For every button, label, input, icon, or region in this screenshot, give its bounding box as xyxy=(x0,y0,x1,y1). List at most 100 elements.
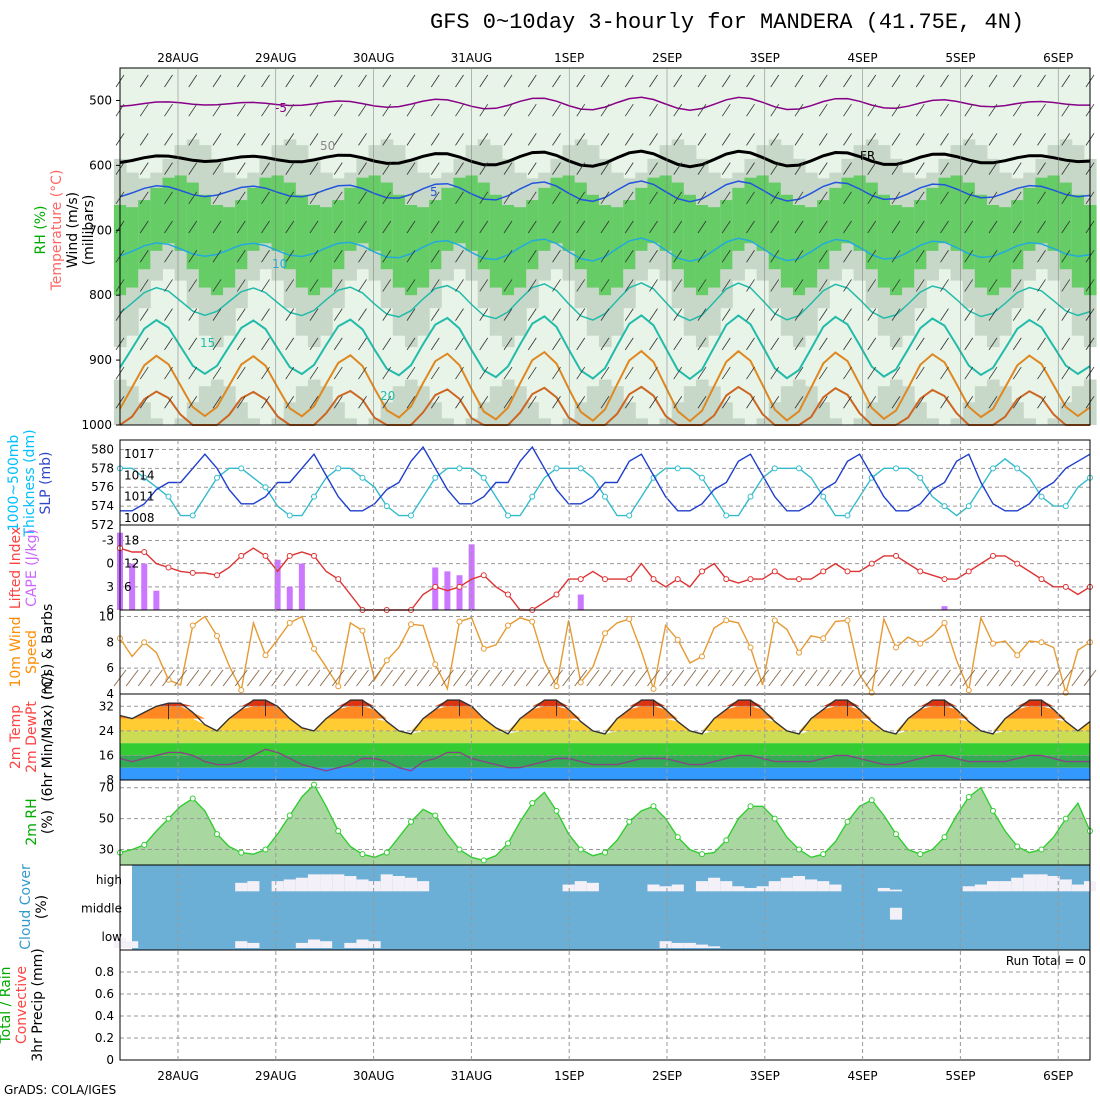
rh2m-line-point xyxy=(868,797,875,804)
wind-barb xyxy=(1037,279,1046,292)
rh-shade-green xyxy=(805,207,818,288)
rh-shade-green xyxy=(210,204,224,296)
rh-shade-green xyxy=(198,194,212,288)
lifted-index-line-point xyxy=(1038,576,1045,583)
pressure-tick-label: 1000 xyxy=(81,418,112,432)
wind-barb xyxy=(843,250,852,263)
wind-barb xyxy=(503,279,513,292)
wind-barb xyxy=(600,337,610,351)
rh-shade-green xyxy=(1011,200,1024,270)
wind-barb xyxy=(479,191,489,205)
wind-barb xyxy=(236,162,246,175)
wind-barb xyxy=(964,220,974,234)
cloud-high-cell xyxy=(792,876,806,892)
wind-barb xyxy=(915,74,925,88)
surface-wind-barb xyxy=(574,669,588,687)
wind-barb xyxy=(527,366,537,380)
wind-barb xyxy=(382,133,392,146)
wind-speed-line-point xyxy=(141,639,148,646)
thickness-line-point xyxy=(602,493,608,500)
wind-speed-line-point xyxy=(965,687,972,694)
wind-speed-line-point xyxy=(577,679,584,686)
wind-barb xyxy=(261,133,270,146)
surface-wind-barb xyxy=(768,669,782,687)
wind-barb xyxy=(940,74,949,88)
wind-barb xyxy=(503,103,513,117)
wind-barb xyxy=(673,162,683,175)
wind-barb xyxy=(891,337,901,351)
wind-barb xyxy=(236,396,246,409)
wind-barb xyxy=(794,337,804,351)
wind-barb xyxy=(503,250,513,263)
wind-barb xyxy=(746,103,755,117)
wind-barb xyxy=(261,366,270,380)
wind-speed-line-point xyxy=(893,644,899,651)
wind-barb xyxy=(576,308,586,321)
wind-barb xyxy=(624,308,634,321)
wind-barb xyxy=(940,191,949,205)
rh-shade-green xyxy=(223,207,236,288)
rh2m-line-point xyxy=(820,851,827,858)
temp-band-fill xyxy=(120,730,1090,780)
chart-title: GFS 0~10day 3-hourly for MANDERA (41.75E… xyxy=(430,10,1025,35)
wind-barb xyxy=(1037,337,1046,351)
wind-barb xyxy=(261,396,270,409)
wind-barb xyxy=(940,279,949,292)
wind-barb xyxy=(333,133,343,146)
wind-barb xyxy=(818,220,828,234)
thickness-line-point xyxy=(141,474,148,481)
wind-barb xyxy=(843,220,852,234)
contour-label: 5 xyxy=(430,185,438,199)
surface-wind-barb xyxy=(804,669,818,687)
rh-shade-low xyxy=(526,402,539,425)
wind-barb xyxy=(455,308,464,321)
wind-barb xyxy=(358,366,367,380)
cape-tick-label: 6 xyxy=(124,580,132,594)
lifted-index-line-point xyxy=(553,591,560,598)
wind-barb xyxy=(164,250,173,263)
wind-barb xyxy=(867,191,877,205)
rh-shade-low xyxy=(817,402,830,425)
surface-wind-barb xyxy=(162,669,175,687)
thickness-axis-label-part: 1000~500mb xyxy=(6,435,22,532)
wind-speed-line-point xyxy=(674,636,681,643)
cloud-high-cell xyxy=(780,877,793,892)
wind-barb xyxy=(455,191,464,205)
cloud-high-cell xyxy=(271,881,284,892)
thickness-line-point xyxy=(1014,465,1021,472)
cape-bar xyxy=(941,606,948,610)
lifted-index-tick-label: 0 xyxy=(106,557,114,571)
wind-barb xyxy=(455,337,464,351)
wind-barb xyxy=(576,366,586,380)
wind-barb xyxy=(770,220,780,234)
cloud-high-cell xyxy=(999,881,1012,892)
rh2m-line-point xyxy=(626,818,633,825)
rh-shade-green xyxy=(283,182,297,270)
thickness-axis-label: 1000~500mbThickness (dm)SLP (mb) xyxy=(6,429,54,537)
thickness-line-point xyxy=(723,512,730,519)
wind-barb xyxy=(188,308,198,321)
wind-barb xyxy=(382,308,392,321)
wind-speed-line-point xyxy=(238,687,245,694)
pressure-tick-label: 600 xyxy=(89,158,112,172)
rh-shade-green xyxy=(174,175,188,251)
wind-barb xyxy=(358,74,367,88)
date-label-top: 31AUG xyxy=(451,51,493,65)
surface-wind-barb xyxy=(1047,669,1060,687)
rh-shade-green xyxy=(307,204,321,296)
wind-barb xyxy=(721,337,731,351)
wind-barb xyxy=(430,103,440,117)
pressure-tick-label: 700 xyxy=(89,223,112,237)
wind-barb xyxy=(164,366,173,380)
surface-wind-barb xyxy=(707,669,721,687)
wind-barb xyxy=(624,337,634,351)
lifted-index-tick-label: 3 xyxy=(106,580,114,594)
wind-barb xyxy=(818,337,828,351)
slp-tick-label: 1011 xyxy=(124,490,155,504)
wind-barb xyxy=(188,162,198,175)
lifted-index-line-point xyxy=(796,576,802,583)
rh-shade-green xyxy=(695,204,709,296)
thickness-line-point xyxy=(238,465,245,472)
wind-barb xyxy=(843,133,852,146)
cape-axis-label-part: CAPE (J/kg) xyxy=(24,529,40,607)
